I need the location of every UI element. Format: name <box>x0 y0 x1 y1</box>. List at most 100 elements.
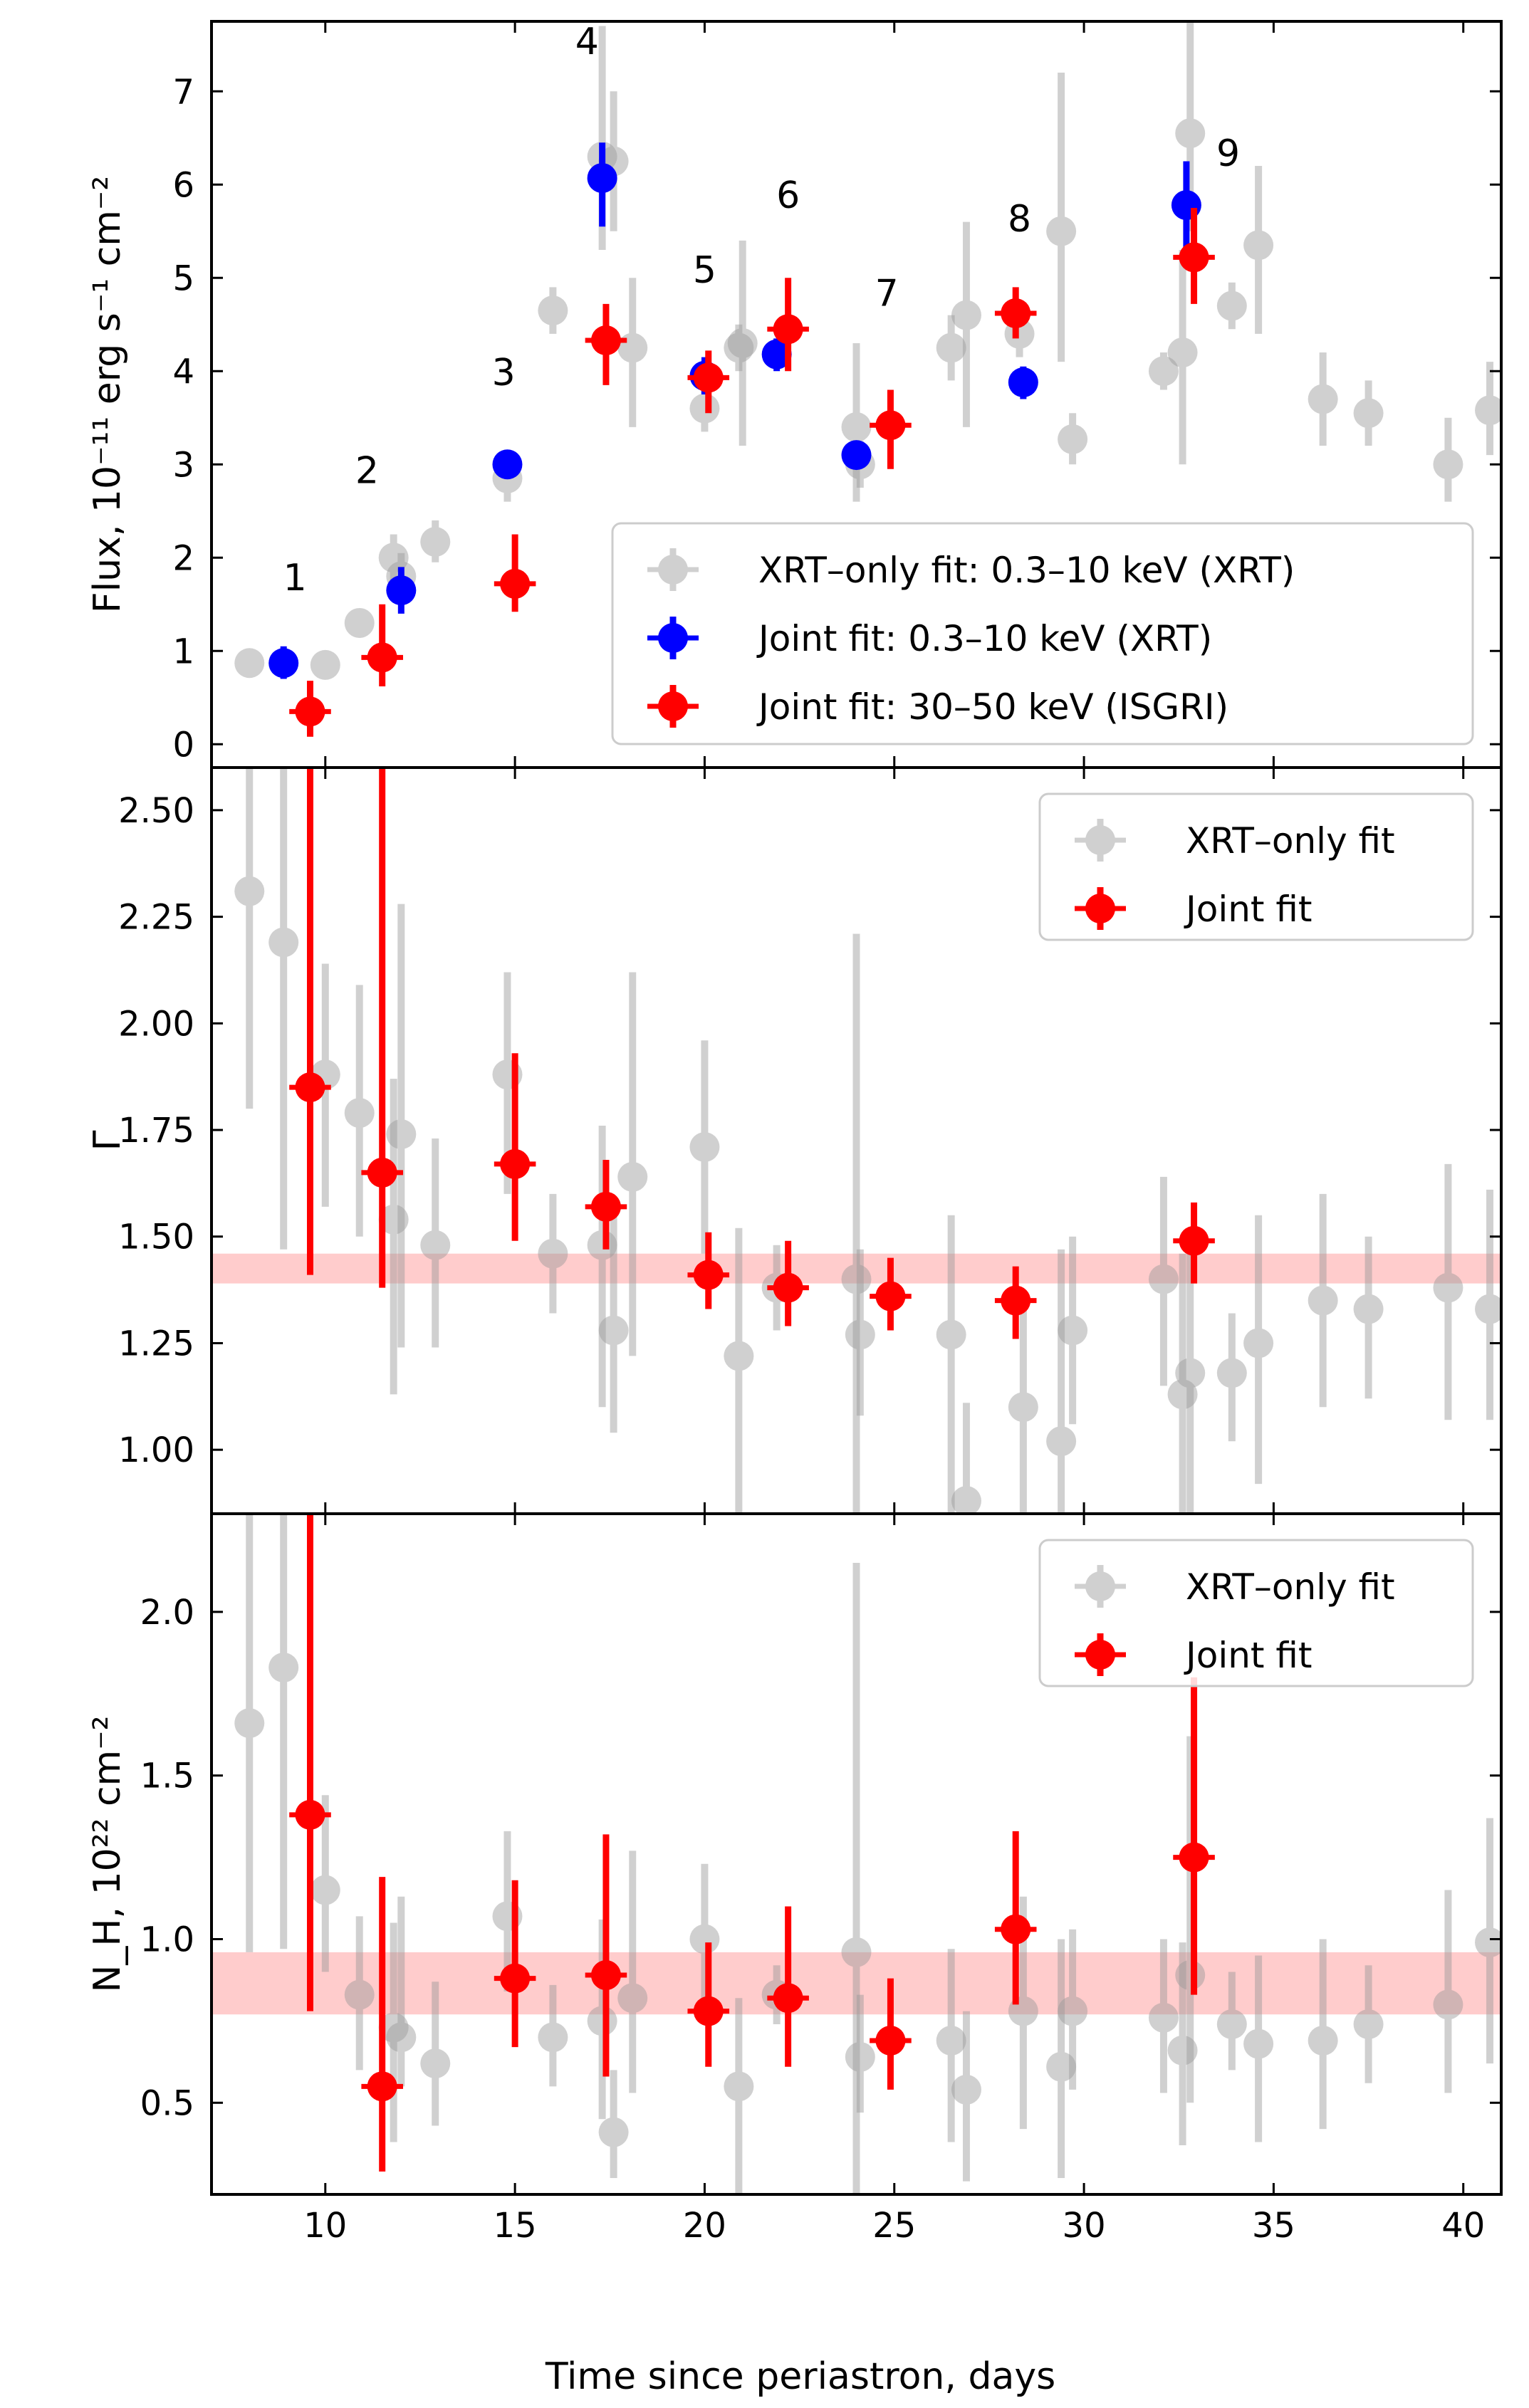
gamma-point <box>361 768 403 1288</box>
flux-y-tick-label: 2 <box>172 538 194 578</box>
gamma-marks <box>234 768 1501 1514</box>
nh-point <box>310 1795 340 1972</box>
nh-marker <box>420 2048 451 2079</box>
nh-series-0 <box>234 1514 1501 2194</box>
gamma-marker <box>268 927 299 958</box>
gamma-point <box>724 1227 754 1514</box>
flux-marker <box>500 568 531 599</box>
flux-point <box>1353 380 1384 446</box>
nh-point <box>420 1982 451 2126</box>
gamma-point <box>689 1040 720 1254</box>
flux-marker <box>1475 395 1501 426</box>
flux-point <box>378 534 409 581</box>
nh-point <box>1167 1942 1198 2146</box>
x-tick-label: 35 <box>1252 2206 1295 2246</box>
nh-marker <box>1475 1927 1501 1958</box>
nh-marker <box>1216 2009 1247 2039</box>
gamma-marker <box>587 1230 617 1260</box>
nh-marker <box>344 1979 375 2010</box>
gamma-point <box>617 972 648 1356</box>
gamma-marker <box>845 1319 875 1350</box>
gamma-marker <box>936 1319 966 1350</box>
nh-point <box>494 1880 536 2048</box>
gamma-y-tick-label: 1.75 <box>118 1111 194 1151</box>
flux-marker <box>1008 367 1038 397</box>
gamma-marker <box>841 1264 872 1294</box>
flux-marker <box>1433 449 1463 480</box>
gamma-point <box>1008 1292 1038 1514</box>
nh-marker <box>587 2006 617 2036</box>
gamma-marker <box>773 1272 803 1303</box>
flux-marker <box>420 526 451 557</box>
flux-marker <box>234 648 265 679</box>
flux-point <box>727 240 758 446</box>
nh-legend: XRT–only fit Joint fit <box>1038 1539 1474 1687</box>
nh-point <box>1058 1929 1088 2090</box>
flux-marker <box>724 333 754 363</box>
gamma-ylabel: Γ <box>86 1130 129 1151</box>
flux-point <box>1058 413 1088 465</box>
flux-y-tick-label: 6 <box>172 165 194 205</box>
gamma-marker <box>1353 1294 1384 1324</box>
nh-marker <box>1175 1960 1206 1991</box>
gamma-point <box>1148 1176 1179 1386</box>
flux-point <box>951 221 981 427</box>
gamma-point <box>386 904 417 1348</box>
flux-annotation: 7 <box>875 273 899 315</box>
gamma-marker <box>500 1148 531 1179</box>
x-tick-label: 40 <box>1441 2206 1485 2246</box>
flux-legend-handle <box>647 548 699 591</box>
flux-legend-handle-marker <box>658 691 688 721</box>
nh-marker <box>598 2117 629 2147</box>
nh-marker <box>590 1960 621 1991</box>
gamma-point <box>268 768 299 1250</box>
nh-marker <box>936 2025 966 2056</box>
flux-point <box>1433 417 1463 502</box>
flux-legend-handle <box>647 617 699 659</box>
flux-point <box>587 142 617 227</box>
gamma-y-tick-label: 2.25 <box>118 898 194 938</box>
flux-marker <box>1046 216 1077 246</box>
flux-y-tick-label: 3 <box>172 445 194 485</box>
gamma-marker <box>1475 1294 1501 1324</box>
nh-point <box>1243 1955 1274 2142</box>
flux-point <box>841 440 872 471</box>
flux-y-tick-label: 7 <box>172 72 194 112</box>
flux-annotation: 2 <box>355 449 379 492</box>
gamma-legend-handle-marker <box>1085 825 1115 855</box>
nh-legend-label: Joint fit <box>1184 1635 1313 1676</box>
nh-marker <box>367 2071 397 2102</box>
flux-marker <box>761 339 792 370</box>
nh-axes-frame <box>210 1512 1503 2196</box>
flux-point <box>936 315 966 381</box>
nh-point <box>538 1984 568 2087</box>
gamma-reference-band <box>212 1253 1501 1284</box>
gamma-marker <box>693 1260 724 1290</box>
flux-marker <box>492 449 523 480</box>
flux-legend-label: Joint fit: 0.3–10 keV (XRT) <box>756 618 1212 659</box>
nh-point <box>587 1919 617 2120</box>
gamma-point <box>767 1240 809 1326</box>
flux-point <box>841 342 872 502</box>
nh-marker <box>1179 1842 1209 1873</box>
gamma-point <box>1058 1236 1088 1425</box>
flux-marker <box>378 543 409 573</box>
flux-legend-handle-marker <box>658 555 688 585</box>
flux-point <box>1243 166 1274 334</box>
flux-legend-box <box>611 522 1474 745</box>
nh-marker <box>1433 1989 1463 2020</box>
nh-point <box>1308 1939 1338 2130</box>
nh-point <box>1353 1965 1384 2083</box>
nh-legend-handle-marker <box>1085 1640 1115 1670</box>
gamma-marker <box>1167 1379 1198 1410</box>
gamma-marker <box>378 1204 409 1235</box>
gamma-marker <box>1243 1328 1274 1359</box>
gamma-marker <box>1216 1358 1247 1388</box>
gamma-marker <box>420 1230 451 1260</box>
flux-marker <box>1216 290 1247 321</box>
flux-marker <box>841 440 872 471</box>
gamma-legend: XRT–only fit Joint fit <box>1038 792 1474 941</box>
nh-legend-label: XRT–only fit <box>1186 1566 1395 1608</box>
nh-point <box>1433 1890 1463 2093</box>
